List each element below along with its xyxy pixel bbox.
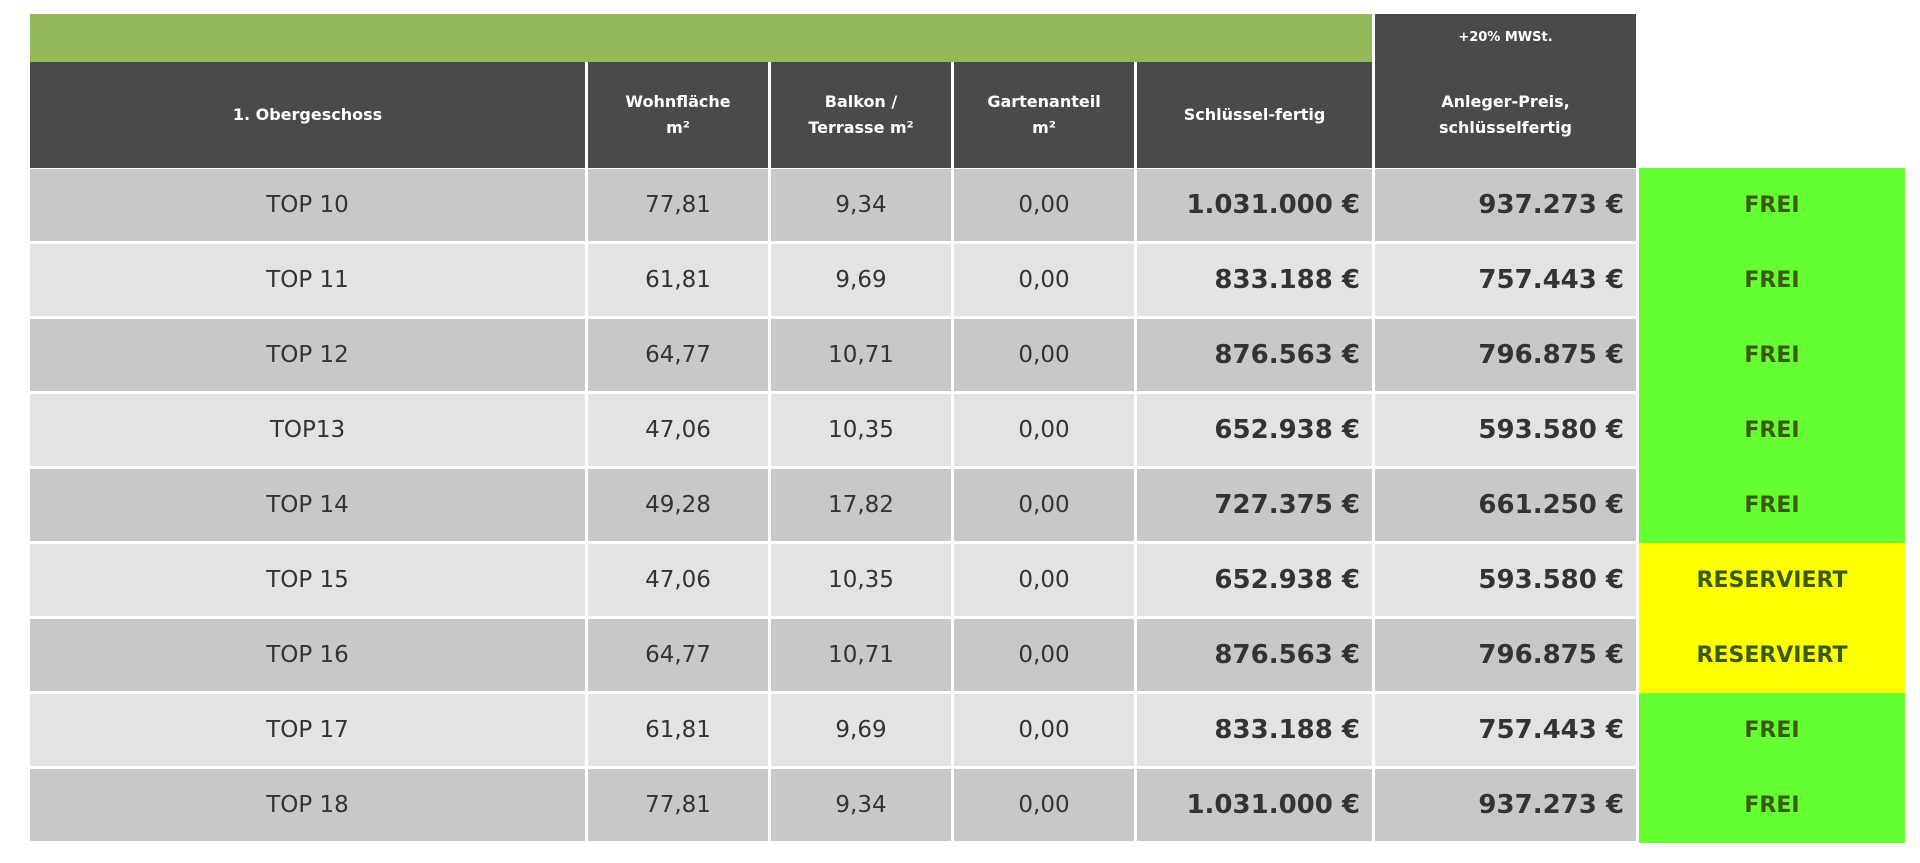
status-cell: FREI: [1639, 318, 1905, 393]
header-text: Gartenanteil: [987, 92, 1101, 111]
header-cell: Schlüssel-fertig: [1137, 62, 1372, 168]
cell: 47,06: [588, 394, 768, 466]
header-text: schlüsselfertig: [1439, 118, 1572, 137]
cell: 652.938 €: [1137, 394, 1372, 466]
header-text: m²: [666, 118, 690, 137]
cell: 10,71: [771, 619, 951, 691]
cell: 0,00: [954, 319, 1134, 391]
unit-name: TOP 17: [30, 694, 585, 766]
unit-name: TOP 11: [30, 244, 585, 316]
cell: 10,35: [771, 394, 951, 466]
status-cell: FREI: [1639, 168, 1905, 243]
cell: 757.443 €: [1375, 694, 1636, 766]
note: +20% MWSt.: [1375, 14, 1636, 62]
cell: 77,81: [588, 169, 768, 241]
cell: 0,00: [954, 694, 1134, 766]
cell: 9,34: [771, 169, 951, 241]
cell: 0,00: [954, 619, 1134, 691]
cell: 17,82: [771, 469, 951, 541]
status-cell: FREI: [1639, 693, 1905, 768]
cell: 9,34: [771, 769, 951, 841]
header-cell: Balkon / Terrasse m²: [771, 62, 951, 168]
status-cell: FREI: [1639, 243, 1905, 318]
cell: 61,81: [588, 244, 768, 316]
cell: 593.580 €: [1375, 394, 1636, 466]
cell: 937.273 €: [1375, 769, 1636, 841]
header-text: Terrasse m²: [808, 118, 914, 137]
unit-name: TOP 15: [30, 544, 585, 616]
cell: 64,77: [588, 319, 768, 391]
cell: 10,71: [771, 319, 951, 391]
cell: 0,00: [954, 244, 1134, 316]
unit-name: TOP 18: [30, 769, 585, 841]
header-text: m²: [1032, 118, 1056, 137]
cell: 0,00: [954, 169, 1134, 241]
status-cell: FREI: [1639, 468, 1905, 543]
header-text: 1. Obergeschoss: [232, 105, 383, 124]
status-cell: FREI: [1639, 393, 1905, 468]
cell: 937.273 €: [1375, 169, 1636, 241]
cell: 64,77: [588, 619, 768, 691]
cell: 49,28: [588, 469, 768, 541]
cell: 77,81: [588, 769, 768, 841]
cell: 796.875 €: [1375, 319, 1636, 391]
cell: 0,00: [954, 544, 1134, 616]
cell: 0,00: [954, 469, 1134, 541]
header-text: Anleger-Preis,: [1441, 92, 1570, 111]
cell: 876.563 €: [1137, 319, 1372, 391]
cell: 593.580 €: [1375, 544, 1636, 616]
header-text: Wohnfläche: [625, 92, 731, 111]
cell: 1.031.000 €: [1137, 769, 1372, 841]
cell: 727.375 €: [1137, 469, 1372, 541]
cell: 0,00: [954, 394, 1134, 466]
cell: 661.250 €: [1375, 469, 1636, 541]
cell: 833.188 €: [1137, 694, 1372, 766]
header-cell: Wohnfläche m²: [588, 62, 768, 168]
cell: 1.031.000 €: [1137, 169, 1372, 241]
unit-name: TOP 10: [30, 169, 585, 241]
cell: 876.563 €: [1137, 619, 1372, 691]
cell: 757.443 €: [1375, 244, 1636, 316]
cell: 10,35: [771, 544, 951, 616]
header-text: Schlüssel-fertig: [1183, 105, 1326, 124]
cell: 0,00: [954, 769, 1134, 841]
header-cell: Gartenanteil m²: [954, 62, 1134, 168]
cell: 652.938 €: [1137, 544, 1372, 616]
unit-name: TOP13: [30, 394, 585, 466]
cell: 61,81: [588, 694, 768, 766]
cell: 796.875 €: [1375, 619, 1636, 691]
unit-name: TOP 14: [30, 469, 585, 541]
status-cell: FREI: [1639, 768, 1905, 843]
status-cell: RESERVIERT: [1639, 618, 1905, 693]
header-cell: 1. Obergeschoss: [30, 62, 585, 168]
cell: 833.188 €: [1137, 244, 1372, 316]
header-text: Balkon /: [824, 92, 898, 111]
green-bar: [30, 14, 1372, 62]
cell: 9,69: [771, 694, 951, 766]
unit-name: TOP 12: [30, 319, 585, 391]
header-cell: Anleger-Preis, schlüsselfertig: [1375, 62, 1636, 168]
cell: 47,06: [588, 544, 768, 616]
status-cell: RESERVIERT: [1639, 543, 1905, 618]
unit-name: TOP 16: [30, 619, 585, 691]
cell: 9,69: [771, 244, 951, 316]
